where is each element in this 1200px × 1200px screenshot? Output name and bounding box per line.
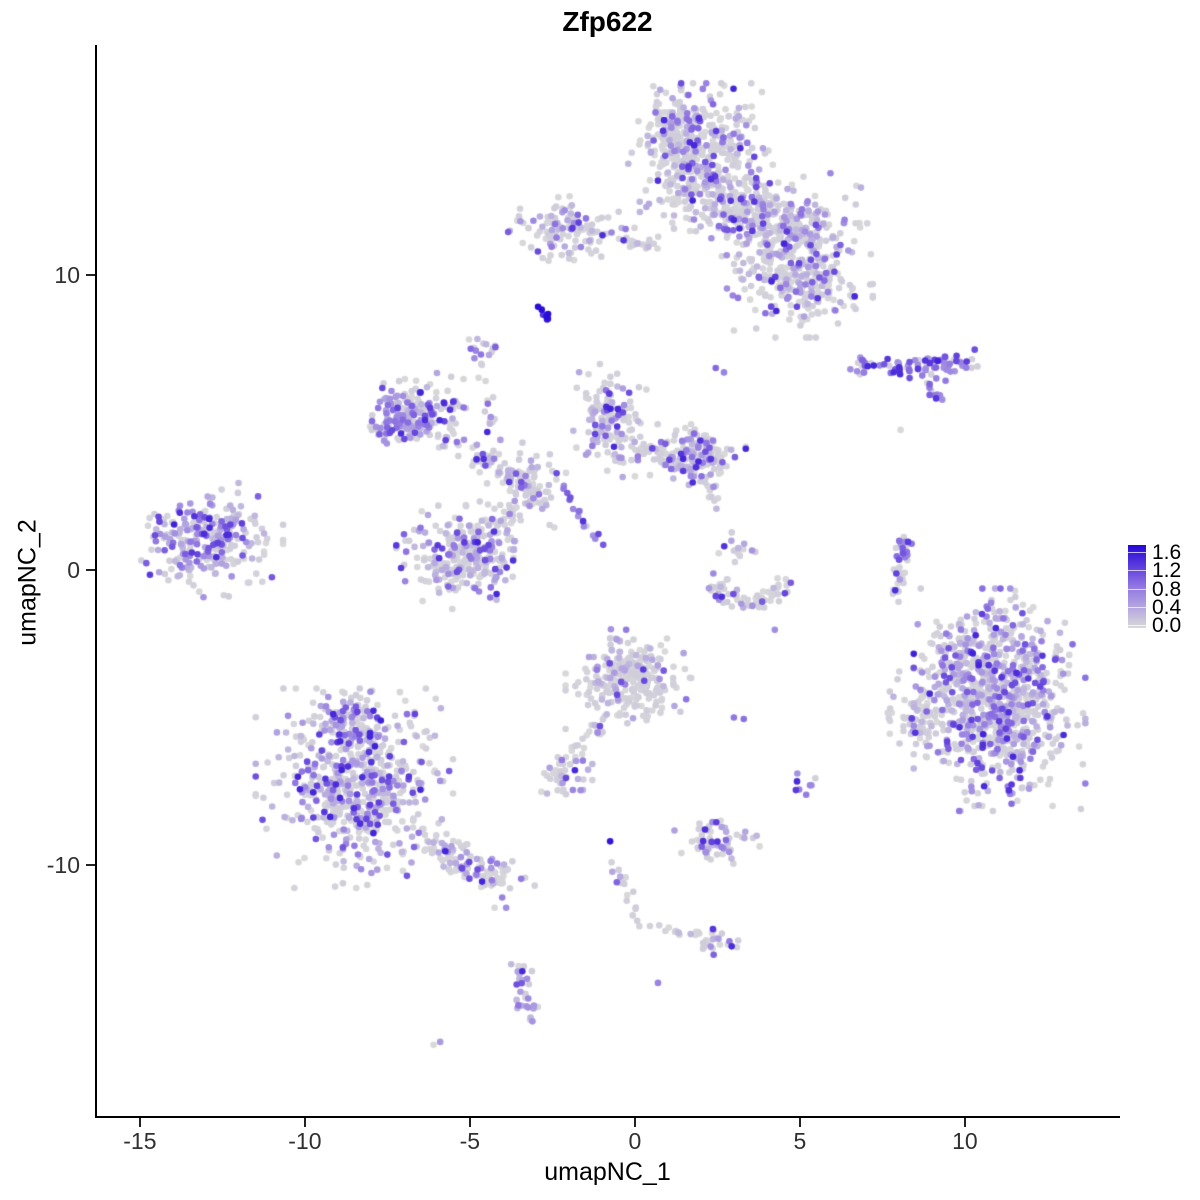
legend-colorbar xyxy=(1128,545,1146,628)
legend-tick-mark xyxy=(1128,552,1146,553)
y-tick-label: 10 xyxy=(54,262,80,289)
y-tick-mark xyxy=(86,568,95,571)
x-axis-title: umapNC_1 xyxy=(544,1158,671,1186)
y-axis-title: umapNC_2 xyxy=(13,519,42,646)
legend-tick-label: 0.4 xyxy=(1152,595,1182,619)
x-tick-label: -5 xyxy=(459,1128,481,1154)
y-tick-label: 0 xyxy=(67,556,80,583)
legend-tick-label: 1.2 xyxy=(1152,559,1182,583)
legend-tick-mark xyxy=(1128,606,1146,608)
x-tick-mark xyxy=(303,1118,306,1127)
legend-tick-label: 0.0 xyxy=(1152,614,1182,637)
plot-panel xyxy=(95,45,1120,1118)
x-tick-label: 5 xyxy=(793,1128,807,1154)
x-tick-label: 10 xyxy=(952,1128,978,1154)
legend-tick-label: 1.6 xyxy=(1152,541,1182,564)
x-tick-mark xyxy=(963,1118,966,1127)
legend-tick-mark xyxy=(1128,588,1146,590)
legend-tick-label: 0.8 xyxy=(1152,577,1182,601)
legend-tick-mark xyxy=(1128,570,1146,572)
y-tick-label: -10 xyxy=(46,851,80,878)
y-tick-mark xyxy=(86,274,95,277)
y-tick-mark xyxy=(86,863,95,866)
x-tick-label: -15 xyxy=(123,1128,157,1154)
x-tick-mark xyxy=(633,1118,636,1127)
legend-tick-mark xyxy=(1128,625,1146,626)
x-tick-label: -10 xyxy=(288,1128,322,1154)
x-tick-label: 0 xyxy=(628,1128,642,1154)
x-tick-mark xyxy=(468,1118,471,1127)
x-tick-mark xyxy=(798,1118,801,1127)
x-tick-mark xyxy=(138,1118,141,1127)
plot-title: Zfp622 xyxy=(562,6,653,37)
